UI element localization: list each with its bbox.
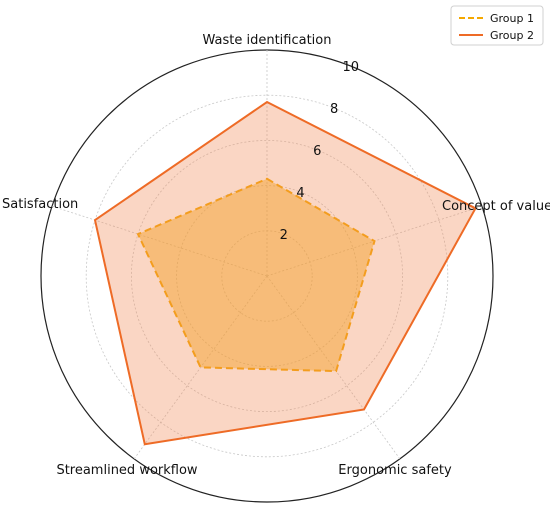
axis-label: Satisfaction	[2, 197, 78, 212]
radial-ticks: 2 4 6 8 10	[280, 60, 359, 243]
grid-circle	[176, 185, 358, 367]
axis-label: Ergonomic safety	[338, 463, 452, 478]
radial-tick-label: 8	[330, 102, 338, 117]
series-1-polygon	[136, 177, 376, 373]
radial-tick-label: 6	[313, 144, 321, 159]
axis-label: Streamlined workflow	[56, 463, 197, 478]
grid-circle	[85, 94, 449, 458]
radial-tick-label: 10	[343, 60, 360, 75]
radial-tick-label: 2	[280, 228, 288, 243]
grid-layer	[40, 49, 494, 503]
legend-label-group-1: Group 1	[490, 12, 534, 25]
series-layer	[93, 100, 477, 446]
axis-label: Concept of value	[442, 199, 550, 214]
legend-label-group-2: Group 2	[490, 29, 534, 42]
spoke-line	[266, 275, 401, 460]
radial-tick-label: 4	[296, 186, 304, 201]
axis-label: Waste identification	[202, 33, 331, 48]
spoke-line	[51, 205, 268, 277]
legend: Group 1 Group 2	[450, 5, 544, 46]
grid-circle	[130, 139, 404, 413]
axis-labels: Waste identification Concept of value Ergo…	[2, 33, 550, 478]
spoke-line	[133, 275, 268, 460]
series-2-polygon	[93, 100, 477, 446]
